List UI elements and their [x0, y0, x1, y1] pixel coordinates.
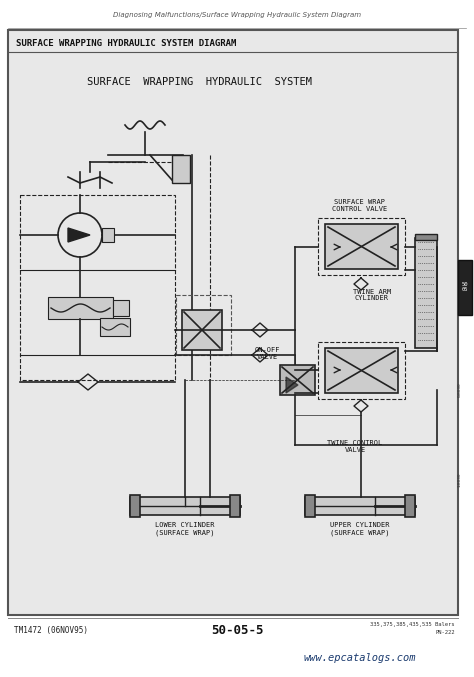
Bar — [325, 224, 398, 269]
Bar — [280, 365, 315, 395]
Bar — [102, 228, 114, 242]
Bar — [176, 295, 231, 355]
Text: TM1472 (06NOV95): TM1472 (06NOV95) — [14, 626, 88, 634]
Text: 335,375,385,435,535 Balers: 335,375,385,435,535 Balers — [371, 622, 455, 627]
Bar — [113, 300, 129, 316]
Text: SURFACE  WRAPPING  HYDRAULIC  SYSTEM: SURFACE WRAPPING HYDRAULIC SYSTEM — [88, 77, 312, 87]
Bar — [458, 260, 472, 315]
Bar — [182, 310, 222, 350]
Bar — [230, 495, 240, 517]
Bar — [415, 238, 437, 348]
Text: PN-222: PN-222 — [436, 630, 455, 635]
Bar — [405, 495, 415, 517]
Text: Diagnosing Malfunctions/Surface Wrapping Hydraulic System Diagram: Diagnosing Malfunctions/Surface Wrapping… — [113, 12, 361, 18]
Bar — [8, 30, 458, 615]
Polygon shape — [286, 377, 298, 393]
Text: 1-8030: 1-8030 — [458, 473, 462, 487]
Bar — [305, 497, 415, 515]
Text: SURFACE WRAPPING HYDRAULIC SYSTEM DIAGRAM: SURFACE WRAPPING HYDRAULIC SYSTEM DIAGRA… — [16, 39, 237, 49]
Bar — [0, 0, 474, 30]
Bar — [318, 342, 405, 399]
Bar — [172, 155, 190, 183]
Bar — [48, 297, 113, 319]
Bar — [325, 348, 398, 393]
Text: TWINE CONTROL
VALVE: TWINE CONTROL VALVE — [328, 440, 383, 453]
Text: 0-8030: 0-8030 — [458, 383, 462, 397]
Bar — [305, 495, 315, 517]
Bar — [20, 195, 175, 380]
Text: 50-05-5: 50-05-5 — [211, 624, 263, 636]
Polygon shape — [68, 228, 90, 242]
Bar — [415, 234, 437, 240]
Text: SURFACE WRAP
CONTROL VALVE: SURFACE WRAP CONTROL VALVE — [332, 199, 388, 212]
Text: TWINE ARM
CYLINDER: TWINE ARM CYLINDER — [353, 288, 391, 301]
Text: LOWER CYLINDER
(SURFACE WRAP): LOWER CYLINDER (SURFACE WRAP) — [155, 522, 215, 536]
Bar — [130, 495, 140, 517]
Text: UPPER CYLINDER
(SURFACE WRAP): UPPER CYLINDER (SURFACE WRAP) — [330, 522, 390, 536]
Bar — [100, 318, 130, 336]
Bar — [130, 497, 240, 515]
Text: ON-OFF
VALVE: ON-OFF VALVE — [254, 347, 280, 360]
Text: 50
05: 50 05 — [462, 282, 468, 292]
Bar — [318, 218, 405, 275]
Text: www.epcatalogs.com: www.epcatalogs.com — [304, 653, 416, 663]
